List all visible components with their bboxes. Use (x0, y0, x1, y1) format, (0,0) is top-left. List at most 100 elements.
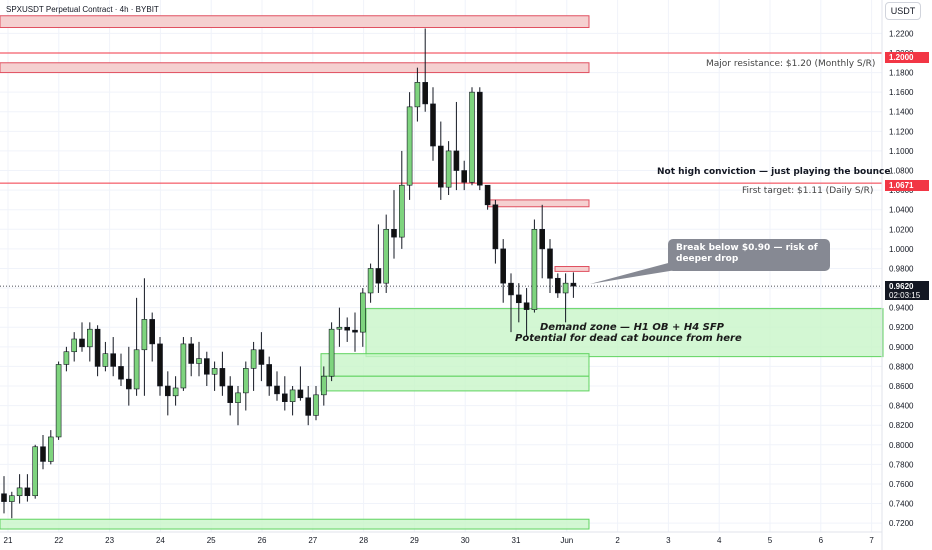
candle-up (336, 326, 343, 330)
dead-cat-label: Potential for dead cat bounce from here (515, 333, 742, 344)
candle-up (406, 106, 413, 186)
demand-zone (365, 308, 884, 358)
candle-up (383, 228, 390, 284)
candle-up (133, 349, 140, 390)
candle-up (445, 150, 452, 188)
x-tick-label: 3 (666, 536, 671, 545)
candle-up (47, 436, 54, 462)
candle-down (523, 302, 530, 310)
candle-down (126, 378, 132, 390)
candle-down (461, 170, 468, 183)
candle-up (313, 394, 319, 416)
candle-down (344, 326, 351, 331)
candle-up (102, 353, 109, 367)
x-tick-label: 25 (207, 536, 216, 545)
y-tick-label: 0.9000 (889, 343, 914, 352)
candle-down (188, 343, 194, 364)
candle-down (149, 319, 155, 345)
candle-up (63, 351, 70, 365)
candle-down (305, 397, 312, 416)
candle-down (94, 328, 101, 367)
candle-down (453, 150, 460, 171)
y-tick-label: 0.7800 (889, 460, 914, 469)
candle-up (71, 338, 77, 353)
candle-up (414, 82, 421, 108)
break-below-callout: Break below $0.90 — risk of deeper drop (668, 239, 830, 271)
candle-up (328, 328, 335, 377)
candle-down (539, 228, 546, 250)
x-tick-label: 5 (768, 536, 773, 545)
y-tick-label: 1.0800 (889, 167, 914, 176)
x-tick-label: Jun (560, 536, 573, 545)
price-tag-resistance: 1.2000 (885, 52, 929, 63)
candle-up (196, 358, 202, 364)
y-tick-label: 1.0200 (889, 225, 914, 234)
x-tick-label: 22 (54, 536, 63, 545)
demand-zone (0, 518, 590, 530)
y-tick-label: 1.1800 (889, 69, 914, 78)
x-tick-label: 31 (512, 536, 521, 545)
candle-up (469, 91, 475, 183)
candle-down (500, 248, 507, 284)
candle-down (227, 385, 233, 403)
candle-down (570, 282, 577, 287)
candle-up (235, 392, 241, 403)
candle-down (258, 349, 265, 365)
x-axis: 21 22 23 24 25 26 27 28 29 30 31 Jun 2 3 4 5 6 7 (0, 531, 882, 545)
y-tick-label: 1.1000 (889, 147, 914, 156)
y-tick-label: 0.7600 (889, 480, 914, 489)
demand-zone (320, 353, 590, 377)
candle-down (391, 228, 397, 238)
candle-down (492, 204, 499, 250)
y-tick-label: 0.8200 (889, 421, 914, 430)
x-tick-label: 2 (615, 536, 620, 545)
candle-up (531, 228, 538, 310)
y-tick-label: 1.0400 (889, 206, 914, 215)
x-tick-label: 4 (717, 536, 722, 545)
candle-countdown: 02:03:15 (889, 291, 921, 300)
candle-down (281, 393, 288, 402)
candle-up (55, 364, 62, 438)
x-tick-label: 24 (156, 536, 165, 545)
y-tick-label: 0.7200 (889, 519, 914, 528)
chart-title: SPXUSDT Perpetual Contract · 4h · BYBIT (6, 5, 159, 14)
candle-down (430, 103, 436, 147)
candle-down (547, 248, 553, 279)
candle-up (141, 319, 148, 351)
y-tick-label: 1.2200 (889, 29, 914, 38)
y-tick-label: 1.0000 (889, 245, 914, 254)
candle-up (562, 282, 569, 294)
candle-up (359, 292, 366, 333)
price-lines-layer (0, 52, 882, 287)
demand-zone (320, 375, 590, 392)
x-tick-label: 21 (4, 536, 13, 545)
y-tick-label: 0.9200 (889, 323, 914, 332)
x-tick-label: 29 (410, 536, 419, 545)
y-tick-label: 0.7400 (889, 500, 914, 509)
candle-up (16, 487, 23, 497)
conviction-label: Not high conviction — just playing the b… (657, 167, 891, 177)
candle-down (484, 184, 491, 206)
candle-down (110, 353, 116, 367)
y-tick-label: 0.9800 (889, 264, 914, 273)
y-tick-label: 1.1400 (889, 108, 914, 117)
candle-up (180, 343, 187, 389)
candle-down (157, 343, 163, 387)
candles-layer (1, 28, 577, 519)
zones-layer (0, 15, 884, 530)
currency-button[interactable]: USDT (885, 2, 921, 20)
candle-down (476, 91, 483, 186)
candle-down (437, 145, 444, 188)
major-resistance-label: Major resistance: $1.20 (Monthly S/R) (706, 59, 876, 69)
x-tick-label: 7 (869, 536, 874, 545)
candle-down (515, 294, 522, 304)
candle-down (266, 364, 273, 387)
x-tick-label: 30 (461, 536, 470, 545)
y-tick-label: 0.8400 (889, 402, 914, 411)
y-tick-label: 1.1200 (889, 127, 914, 136)
demand-zone-label: Demand zone — H1 OB + H4 SFP (540, 322, 725, 333)
candle-up (32, 446, 39, 497)
chart-grid (0, 0, 882, 532)
first-target-label: First target: $1.11 (Daily S/R) (742, 186, 874, 196)
